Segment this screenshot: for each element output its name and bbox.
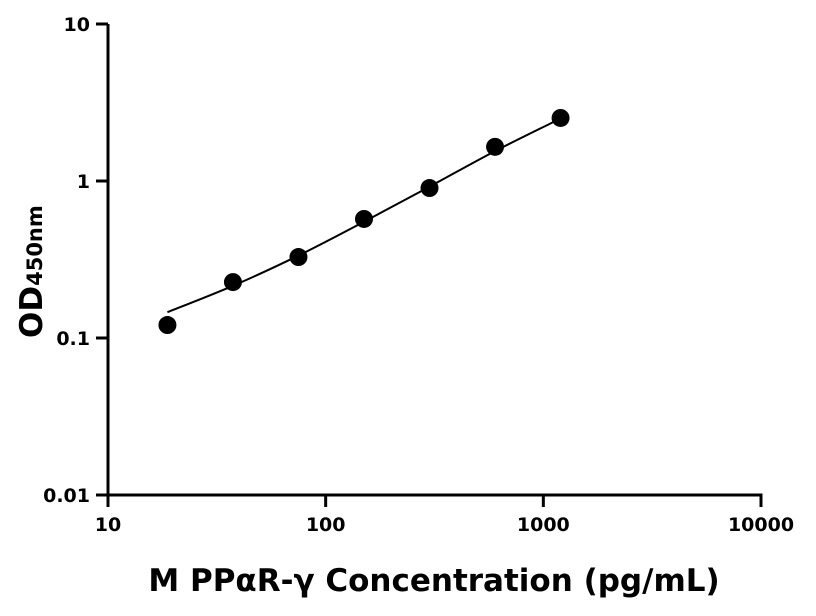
data-point [223, 273, 242, 292]
data-point [420, 179, 439, 198]
data-point [551, 108, 570, 127]
axes [96, 22, 763, 507]
data-points [158, 108, 570, 335]
tick-labels: 10 100 1000 10000 0.01 0.1 1 10 [43, 14, 794, 536]
y-tick-label: 0.1 [56, 328, 90, 350]
y-axis-label: OD450nm [14, 205, 50, 338]
x-tick-label: 1000 [517, 514, 570, 536]
y-tick-label: 1 [77, 171, 90, 193]
y-axis-label-subscript: 450nm [23, 205, 47, 286]
y-tick-label: 10 [64, 14, 90, 36]
data-point [354, 209, 373, 228]
data-point [289, 248, 308, 267]
y-tick-label: 0.01 [43, 485, 90, 507]
x-tick-label: 100 [306, 514, 346, 536]
x-tick-label: 10000 [728, 514, 794, 536]
x-axis-label: M PPαR-γ Concentration (pg/mL) [148, 563, 719, 599]
data-point [158, 316, 177, 335]
x-tick-label: 10 [95, 514, 121, 536]
data-point [486, 137, 505, 156]
